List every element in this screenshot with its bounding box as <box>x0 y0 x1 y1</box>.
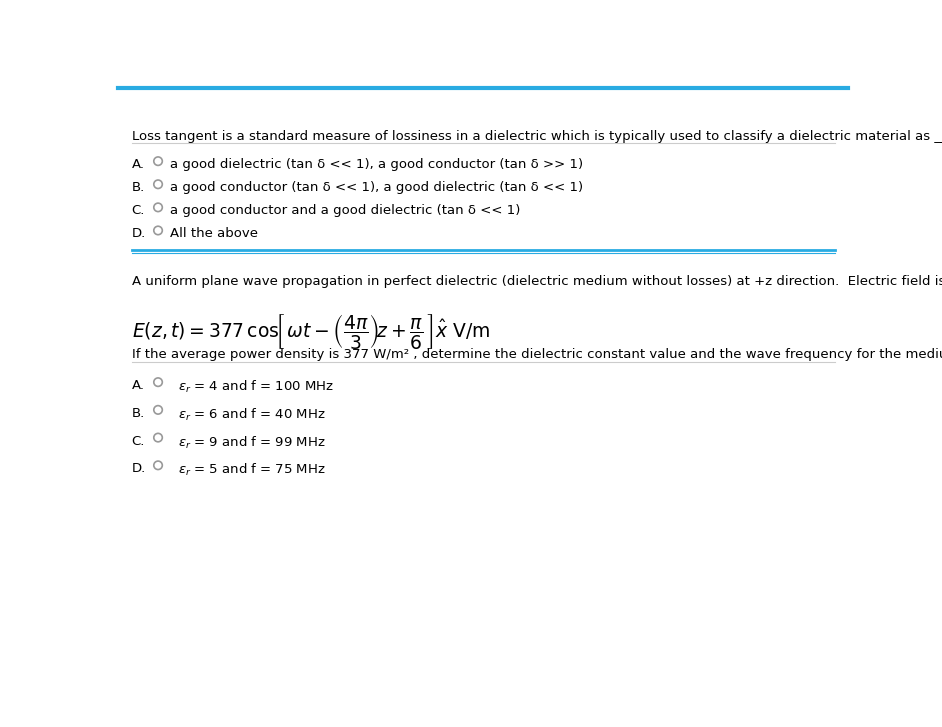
Text: Loss tangent is a standard measure of lossiness in a dielectric which is typical: Loss tangent is a standard measure of lo… <box>132 129 942 142</box>
Text: $\varepsilon_r$ = 4 and f = 100 MHz: $\varepsilon_r$ = 4 and f = 100 MHz <box>178 379 334 395</box>
Text: A.: A. <box>132 158 145 171</box>
Text: a good conductor (tan δ << 1), a good dielectric (tan δ << 1): a good conductor (tan δ << 1), a good di… <box>171 181 584 194</box>
Text: All the above: All the above <box>171 228 258 241</box>
Text: C.: C. <box>132 204 145 217</box>
Text: D.: D. <box>132 228 146 241</box>
Text: $\varepsilon_r$ = 6 and f = 40 MHz: $\varepsilon_r$ = 6 and f = 40 MHz <box>178 407 326 423</box>
Text: C.: C. <box>132 435 145 448</box>
Text: a good dielectric (tan δ << 1), a good conductor (tan δ >> 1): a good dielectric (tan δ << 1), a good c… <box>171 158 584 171</box>
Text: D.: D. <box>132 462 146 475</box>
Text: a good conductor and a good dielectric (tan δ << 1): a good conductor and a good dielectric (… <box>171 204 521 217</box>
Text: B.: B. <box>132 407 145 419</box>
Text: A.: A. <box>132 379 145 392</box>
Text: $E(z,t) = 377\,\mathrm{cos}\!\left[\,\omega t - \left(\dfrac{4\pi}{3}\right)\!z : $E(z,t) = 377\,\mathrm{cos}\!\left[\,\om… <box>132 312 490 351</box>
Text: $\varepsilon_r$ = 9 and f = 99 MHz: $\varepsilon_r$ = 9 and f = 99 MHz <box>178 435 326 451</box>
Text: A uniform plane wave propagation in perfect dielectric (dielectric medium withou: A uniform plane wave propagation in perf… <box>132 275 942 288</box>
Text: If the average power density is 377 W/m² , determine the dielectric constant val: If the average power density is 377 W/m²… <box>132 348 942 361</box>
Text: $\varepsilon_r$ = 5 and f = 75 MHz: $\varepsilon_r$ = 5 and f = 75 MHz <box>178 462 326 478</box>
Text: B.: B. <box>132 181 145 194</box>
